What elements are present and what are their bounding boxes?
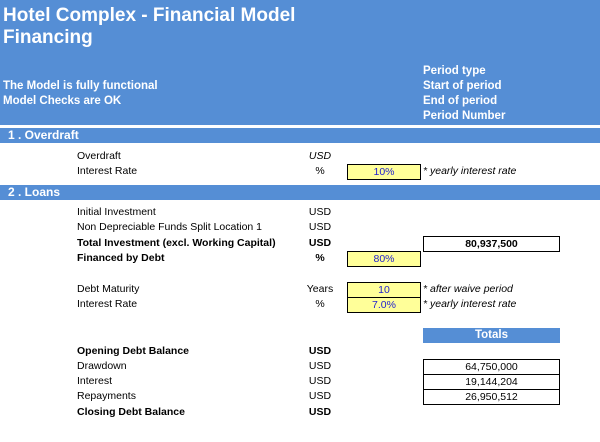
non-depreciable-funds-unit: USD — [308, 221, 332, 233]
overdraft-interest-rate-label: Interest Rate — [77, 165, 138, 177]
initial-investment-unit: USD — [308, 206, 332, 218]
closing-debt-balance-label: Closing Debt Balance — [77, 406, 185, 418]
debt-maturity-input[interactable]: 10 — [347, 282, 421, 298]
model-checks-text: Model Checks are OK — [3, 95, 122, 107]
model-title: Hotel Complex - Financial Model — [3, 5, 296, 26]
total-investment-label: Total Investment (excl. Working Capital) — [77, 237, 276, 249]
total-investment-value[interactable]: 80,937,500 — [423, 236, 560, 252]
opening-debt-balance-label: Opening Debt Balance — [77, 345, 190, 357]
start-of-period-label: Start of period — [423, 80, 502, 92]
overdraft-label: Overdraft — [77, 150, 121, 162]
end-of-period-label: End of period — [423, 95, 498, 107]
debt-maturity-note: * after waive period — [423, 283, 513, 295]
period-number-label: Period Number — [423, 110, 506, 122]
repayments-label: Repayments — [77, 390, 136, 402]
financed-by-debt-input[interactable]: 80% — [347, 251, 421, 267]
closing-debt-balance-unit: USD — [308, 406, 332, 418]
initial-investment-label: Initial Investment — [77, 206, 156, 218]
totals-value-stack: 64,750,000 19,144,204 26,950,512 — [423, 359, 560, 405]
financed-by-debt-unit: % — [315, 252, 325, 264]
section-overdraft-title: 1 . Overdraft — [8, 128, 79, 142]
interest-label: Interest — [77, 375, 113, 387]
drawdown-label: Drawdown — [77, 360, 127, 372]
drawdown-total-value[interactable]: 64,750,000 — [424, 360, 559, 375]
section-overdraft-header: 1 . Overdraft — [0, 128, 600, 143]
loan-interest-rate-input[interactable]: 7.0% — [347, 297, 421, 313]
overdraft-interest-rate-unit: % — [315, 165, 325, 177]
loan-interest-rate-note: * yearly interest rate — [423, 298, 517, 310]
debt-maturity-label: Debt Maturity — [77, 283, 140, 295]
non-depreciable-funds-label: Non Depreciable Funds Split Location 1 — [77, 221, 263, 233]
overdraft-interest-rate-input[interactable]: 10% — [347, 164, 421, 180]
loan-interest-rate-label: Interest Rate — [77, 298, 138, 310]
repayments-unit: USD — [308, 390, 332, 402]
repayments-total-value[interactable]: 26,950,512 — [465, 391, 518, 403]
section-loans-title: 2 . Loans — [8, 185, 61, 199]
total-investment-unit: USD — [308, 237, 332, 249]
period-type-label: Period type — [423, 65, 486, 77]
totals-header: Totals — [423, 328, 560, 343]
debt-maturity-unit: Years — [306, 283, 334, 295]
interest-total-value[interactable]: 19,144,204 — [424, 375, 559, 390]
drawdown-unit: USD — [308, 360, 332, 372]
sheet-title: Financing — [3, 27, 93, 48]
overdraft-unit: USD — [308, 150, 332, 162]
model-status-text: The Model is fully functional — [3, 80, 158, 92]
section-loans-header: 2 . Loans — [0, 185, 600, 200]
loan-interest-rate-unit: % — [315, 298, 325, 310]
overdraft-interest-rate-note: * yearly interest rate — [423, 165, 517, 177]
interest-unit: USD — [308, 375, 332, 387]
opening-debt-balance-unit: USD — [308, 345, 332, 357]
header-banner — [0, 0, 600, 125]
financed-by-debt-label: Financed by Debt — [77, 252, 165, 264]
